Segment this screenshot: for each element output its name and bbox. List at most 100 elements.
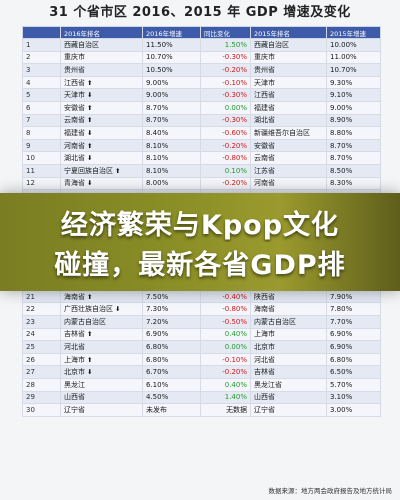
change-cell: 0.00% — [200, 340, 251, 354]
table-row: 12 青海省 ⬇ 8.00% -0.20% 河南省 8.30% — [22, 176, 381, 191]
rank-cell: 28 — [22, 378, 61, 392]
rate-2016-cell-text: 6.10% — [146, 380, 169, 389]
rank-cell: 24 — [22, 327, 61, 342]
change-cell-text: -0.40% — [222, 292, 247, 301]
header-2015-rate: 2015年增速 — [326, 26, 381, 39]
rate-2015-cell-text: 8.50% — [330, 166, 353, 175]
change-cell-text: 0.40% — [224, 330, 247, 339]
rate-2016-cell-text: 6.80% — [146, 343, 169, 352]
rate-2015-cell: 8.80% — [326, 126, 381, 140]
province-2016-cell: 天津市 ⬇ — [60, 88, 143, 102]
rate-2015-cell-text: 6.80% — [330, 355, 353, 364]
table-row: 25 河北省 6.80% 0.00% 北京市 6.90% — [22, 340, 381, 354]
rate-2015-cell: 6.90% — [326, 340, 381, 354]
province-2016-cell: 吉林省 ⬆ — [60, 327, 143, 342]
province-2015-cell-text: 山西省 — [254, 393, 275, 402]
change-cell-text: -0.20% — [222, 141, 247, 150]
province-2015-cell-text: 河南省 — [254, 179, 275, 188]
change-cell: -0.30% — [200, 50, 251, 65]
rate-2016-cell-text: 7.50% — [146, 292, 169, 301]
rank-cell: 8 — [22, 126, 61, 140]
province-2015-cell-text: 陕西省 — [254, 292, 275, 301]
rank-cell-text: 2 — [26, 53, 31, 62]
rate-2016-cell-text: 8.10% — [146, 166, 169, 175]
data-source-footer: 数据来源：地方两会政府报告及地方统计局 — [268, 487, 393, 495]
rate-2016-cell: 9.00% — [142, 75, 201, 90]
rank-cell: 22 — [22, 302, 61, 317]
rate-2016-cell-text: 6.80% — [146, 355, 169, 364]
rate-2016-cell: 10.70% — [142, 50, 201, 65]
rate-2015-cell: 11.00% — [326, 50, 381, 65]
province-2015-cell: 江苏省 — [250, 163, 327, 178]
rate-2015-cell-text: 10.00% — [330, 40, 357, 49]
rank-cell-text: 10 — [26, 154, 35, 163]
rate-2016-cell-text: 8.10% — [146, 154, 169, 163]
arrow-up-icon: ⬆ — [87, 116, 93, 125]
province-2016-cell: 宁夏回族自治区 ⬆ — [60, 163, 143, 178]
rank-cell: 30 — [22, 403, 61, 417]
province-2015-cell: 黑龙江省 — [250, 378, 327, 392]
arrow-down-icon: ⬇ — [87, 91, 93, 100]
rank-cell: 9 — [22, 138, 61, 153]
rate-2016-cell: 8.10% — [142, 163, 201, 178]
province-2016-cell: 黑龙江 — [60, 378, 143, 392]
province-2015-cell: 河南省 — [250, 176, 327, 191]
province-2015-cell-text: 重庆市 — [254, 53, 275, 62]
province-2016-cell-text: 安徽省 — [64, 103, 85, 112]
province-2015-cell-text: 上海市 — [254, 330, 275, 339]
change-cell: -0.40% — [200, 289, 251, 304]
table-row: 2 重庆市 10.70% -0.30% 重庆市 11.00% — [22, 50, 381, 65]
table-row: 30 辽宁省 未发布 无数据 辽宁省 3.00% — [22, 403, 381, 417]
rank-cell-text: 29 — [26, 393, 35, 402]
province-2016-cell-text: 广西壮族自治区 — [64, 305, 113, 314]
province-2016-cell: 上海市 ⬆ — [60, 352, 143, 367]
table-row: 5 天津市 ⬇ 9.00% -0.30% 江西省 9.10% — [22, 88, 381, 102]
arrow-down-icon: ⬇ — [87, 179, 93, 188]
rate-2015-cell-text: 8.70% — [330, 154, 353, 163]
province-2015-cell-text: 天津市 — [254, 78, 275, 87]
table-row: 26 上海市 ⬆ 6.80% -0.10% 河北省 6.80% — [22, 352, 381, 367]
province-2016-cell-text: 青海省 — [64, 179, 85, 188]
rate-2016-cell-text: 6.90% — [146, 330, 169, 339]
table-row: 28 黑龙江 6.10% 0.40% 黑龙江省 5.70% — [22, 378, 381, 392]
arrow-up-icon: ⬆ — [87, 292, 93, 301]
rank-cell: 11 — [22, 163, 61, 178]
rank-cell-text: 23 — [26, 317, 35, 326]
arrow-up-icon: ⬆ — [115, 166, 121, 175]
rank-cell-text: 24 — [26, 330, 35, 339]
rank-cell-text: 12 — [26, 179, 35, 188]
change-cell-text: 0.40% — [224, 380, 247, 389]
change-cell-text: -0.10% — [222, 355, 247, 364]
rate-2016-cell: 未发布 — [142, 403, 201, 417]
rate-2016-cell-text: 8.10% — [146, 141, 169, 150]
rate-2015-cell: 3.10% — [326, 390, 381, 405]
rate-2016-cell: 6.10% — [142, 378, 201, 392]
province-2016-cell: 北京市 ⬇ — [60, 365, 143, 380]
rate-2015-cell-text: 7.80% — [330, 305, 353, 314]
rate-2016-cell: 9.00% — [142, 88, 201, 102]
province-2015-cell-text: 黑龙江省 — [254, 380, 282, 389]
province-2015-cell-text: 安徽省 — [254, 141, 275, 150]
province-2016-cell: 重庆市 — [60, 50, 143, 65]
rate-2015-cell: 3.00% — [326, 403, 381, 417]
rate-2015-cell-text: 9.10% — [330, 91, 353, 100]
table-row: 11 宁夏回族自治区 ⬆ 8.10% 0.10% 江苏省 8.50% — [22, 163, 381, 178]
rate-2015-cell: 5.70% — [326, 378, 381, 392]
table-row: 10 湖北省 ⬇ 8.10% -0.80% 云南省 8.70% — [22, 151, 381, 165]
title-banner: 经济繁荣与Kpop文化 碰撞，最新各省GDP排 — [0, 193, 400, 291]
rate-2015-cell-text: 9.00% — [330, 103, 353, 112]
province-2015-cell-text: 云南省 — [254, 154, 275, 163]
province-2015-cell-text: 河北省 — [254, 355, 275, 364]
change-cell: 无数据 — [200, 403, 251, 417]
province-2016-cell-text: 黑龙江 — [64, 380, 85, 389]
rank-cell: 4 — [22, 75, 61, 90]
province-2016-cell: 贵州省 — [60, 63, 143, 77]
rate-2015-cell-text: 6.90% — [330, 330, 353, 339]
rate-2016-cell: 7.30% — [142, 302, 201, 317]
change-cell-text: -0.50% — [222, 317, 247, 326]
province-2015-cell-text: 海南省 — [254, 305, 275, 314]
rate-2016-cell: 4.50% — [142, 390, 201, 405]
province-2016-cell: 青海省 ⬇ — [60, 176, 143, 191]
rate-2015-cell: 6.90% — [326, 327, 381, 342]
rate-2016-cell-text: 8.70% — [146, 103, 169, 112]
